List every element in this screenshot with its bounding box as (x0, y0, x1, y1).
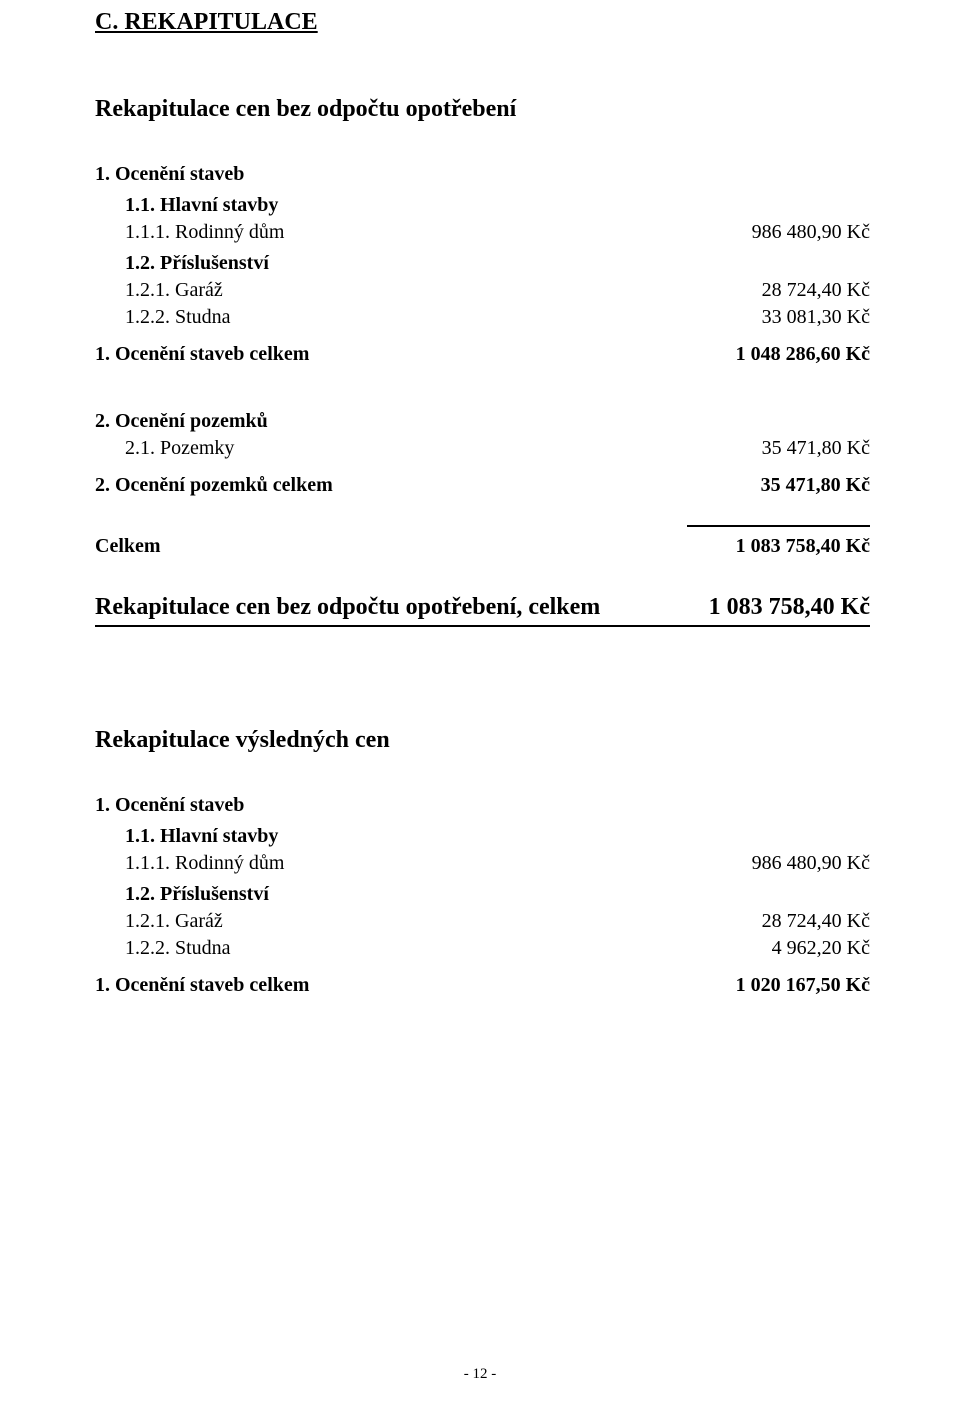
s2-studna-value: 4 962,20 Kč (772, 937, 870, 960)
s2-staveb-celkem-label: 1. Ocenění staveb celkem (95, 974, 309, 997)
s2-garaz-value: 28 724,40 Kč (762, 910, 870, 933)
s2-studna-row: 1.2.2. Studna 4 962,20 Kč (95, 937, 870, 960)
s2-rodinny-dum-value: 986 480,90 Kč (752, 852, 870, 875)
s1-rekap-celkem-value: 1 083 758,40 Kč (709, 594, 870, 621)
s1-rekap-celkem-label: Rekapitulace cen bez odpočtu opotřebení,… (95, 594, 600, 621)
s1-studna-row: 1.2.2. Studna 33 081,30 Kč (95, 306, 870, 329)
s1-pozemky-label: 2.1. Pozemky (125, 437, 234, 460)
s1-pozemku-celkem-row: 2. Ocenění pozemků celkem 35 471,80 Kč (95, 474, 870, 497)
s2-garaz-row: 1.2.1. Garáž 28 724,40 Kč (95, 910, 870, 933)
s1-rekap-celkem-row: Rekapitulace cen bez odpočtu opotřebení,… (95, 594, 870, 627)
s2-prislusenstvi: 1.2. Příslušenství (95, 883, 870, 906)
s1-rodinny-dum-row: 1.1.1. Rodinný dům 986 480,90 Kč (95, 221, 870, 244)
s1-rodinny-dum-value: 986 480,90 Kč (752, 221, 870, 244)
s1-ocen-staveb-title: 1. Ocenění staveb (95, 163, 870, 186)
page-number: - 12 - (0, 1366, 960, 1383)
section2-header: Rekapitulace výsledných cen (95, 727, 870, 754)
main-header: C. REKAPITULACE (95, 9, 870, 36)
s1-staveb-celkem-value: 1 048 286,60 Kč (736, 343, 870, 366)
section2-ocen-staveb: 1. Ocenění staveb 1.1. Hlavní stavby 1.1… (95, 794, 870, 997)
s1-pozemku-celkem-value: 35 471,80 Kč (761, 474, 870, 497)
s1-pozemky-value: 35 471,80 Kč (762, 437, 870, 460)
s2-studna-label: 1.2.2. Studna (125, 937, 231, 960)
s1-garaz-row: 1.2.1. Garáž 28 724,40 Kč (95, 279, 870, 302)
s2-ocen-staveb-title: 1. Ocenění staveb (95, 794, 870, 817)
s1-garaz-value: 28 724,40 Kč (762, 279, 870, 302)
s1-celkem-value: 1 083 758,40 Kč (736, 535, 870, 558)
section1-ocen-pozemku: 2. Ocenění pozemků 2.1. Pozemky 35 471,8… (95, 410, 870, 497)
s2-rodinny-dum-label: 1.1.1. Rodinný dům (125, 852, 284, 875)
s1-prislusenstvi: 1.2. Příslušenství (95, 252, 870, 275)
s2-staveb-celkem-row: 1. Ocenění staveb celkem 1 020 167,50 Kč (95, 974, 870, 997)
s1-pozemku-celkem-label: 2. Ocenění pozemků celkem (95, 474, 333, 497)
s2-rodinny-dum-row: 1.1.1. Rodinný dům 986 480,90 Kč (95, 852, 870, 875)
celkem-rule (687, 525, 870, 527)
s1-garaz-label: 1.2.1. Garáž (125, 279, 223, 302)
s1-celkem-label: Celkem (95, 535, 161, 558)
s1-celkem-row: Celkem 1 083 758,40 Kč (95, 535, 870, 558)
s1-pozemky-row: 2.1. Pozemky 35 471,80 Kč (95, 437, 870, 460)
s1-hlavni-stavby: 1.1. Hlavní stavby (95, 194, 870, 217)
s2-garaz-label: 1.2.1. Garáž (125, 910, 223, 933)
s1-staveb-celkem-label: 1. Ocenění staveb celkem (95, 343, 309, 366)
s1-studna-label: 1.2.2. Studna (125, 306, 231, 329)
s1-celkem-block: Celkem 1 083 758,40 Kč (95, 525, 870, 558)
s2-staveb-celkem-value: 1 020 167,50 Kč (736, 974, 870, 997)
s1-studna-value: 33 081,30 Kč (762, 306, 870, 329)
s1-ocen-pozemku-title: 2. Ocenění pozemků (95, 410, 870, 433)
section1-ocen-staveb: 1. Ocenění staveb 1.1. Hlavní stavby 1.1… (95, 163, 870, 366)
section1-header: Rekapitulace cen bez odpočtu opotřebení (95, 96, 870, 123)
s2-hlavni-stavby: 1.1. Hlavní stavby (95, 825, 870, 848)
s1-staveb-celkem-row: 1. Ocenění staveb celkem 1 048 286,60 Kč (95, 343, 870, 366)
s1-rodinny-dum-label: 1.1.1. Rodinný dům (125, 221, 284, 244)
